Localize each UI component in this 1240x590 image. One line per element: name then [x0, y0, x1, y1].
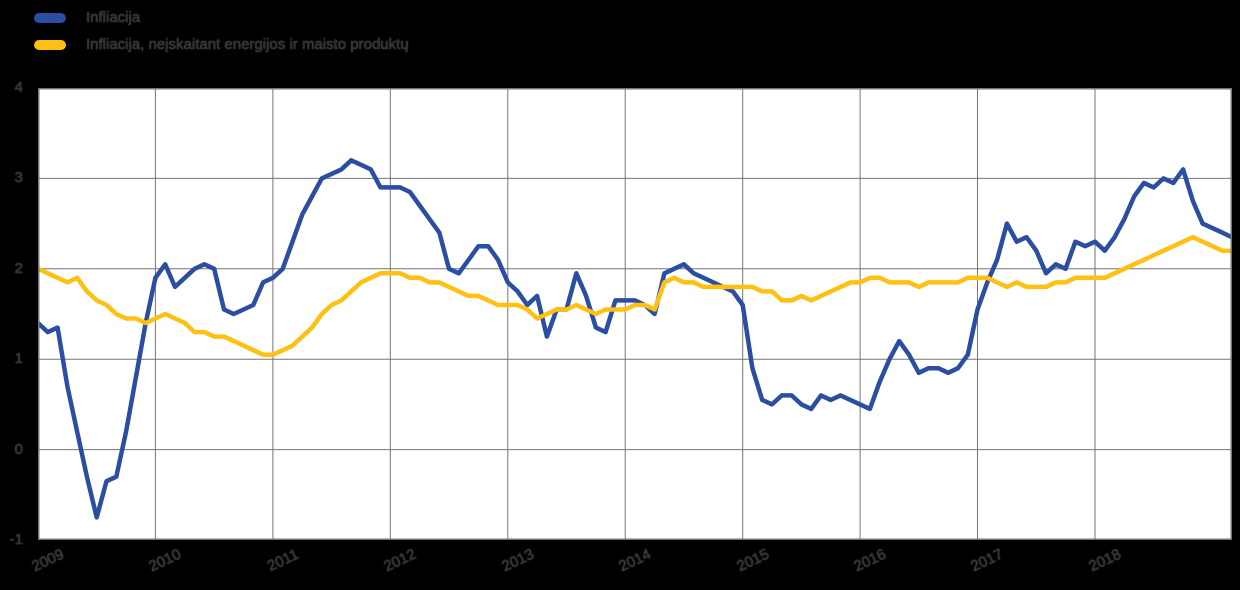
- y-tick-3: 3: [14, 169, 23, 186]
- x-tick-2016: 2016: [851, 545, 889, 576]
- y-tick-neg1: -1: [9, 531, 23, 548]
- legend-item-inflation: Infliacija: [34, 4, 409, 31]
- x-tick-2015: 2015: [734, 545, 772, 576]
- plot-area: [38, 88, 1232, 540]
- x-tick-2018: 2018: [1086, 545, 1124, 576]
- y-tick-2: 2: [14, 260, 23, 277]
- y-tick-0: 0: [14, 441, 23, 458]
- legend-swatch-blue: [34, 12, 66, 23]
- legend-swatch-yellow: [34, 39, 66, 50]
- x-tick-2017: 2017: [968, 545, 1006, 576]
- legend-item-core-inflation: Infliacija, neįskaitant energijos ir mai…: [34, 31, 409, 58]
- x-tick-2013: 2013: [499, 545, 537, 576]
- chart-canvas: [38, 88, 1232, 540]
- legend-label-inflation: Infliacija: [86, 8, 141, 26]
- x-tick-2014: 2014: [616, 545, 654, 576]
- x-tick-2011: 2011: [264, 545, 302, 576]
- x-tick-2012: 2012: [381, 545, 419, 576]
- y-tick-4: 4: [14, 79, 23, 96]
- x-tick-2010: 2010: [146, 545, 184, 576]
- chart-legend: Infliacija Infliacija, neįskaitant energ…: [34, 4, 409, 58]
- y-tick-1: 1: [14, 350, 23, 367]
- legend-label-core-inflation: Infliacija, neįskaitant energijos ir mai…: [86, 35, 409, 53]
